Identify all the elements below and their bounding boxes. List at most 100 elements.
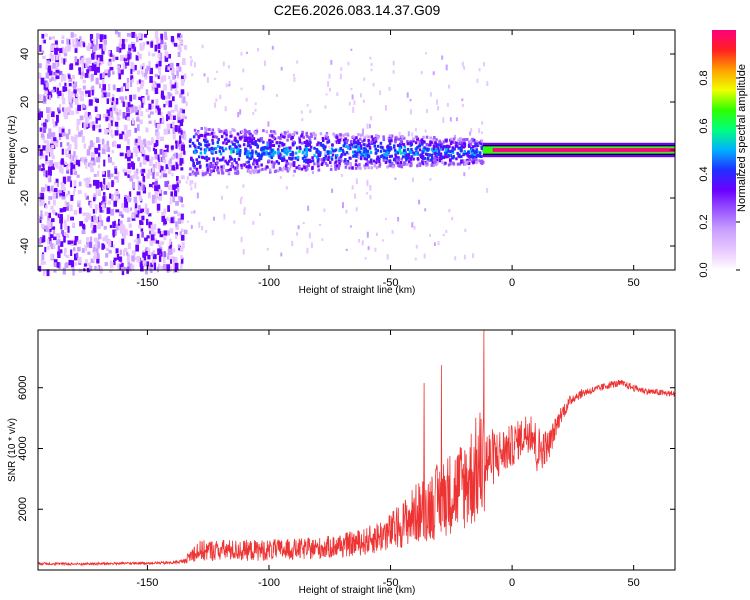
spectrogram-cell: [76, 93, 79, 97]
spectrogram-cell: [54, 47, 58, 55]
spectrogram-cell: [70, 32, 74, 38]
spectrogram-cell: [144, 237, 148, 242]
spectrogram-cell: [152, 254, 157, 260]
spectrogram-cell: [246, 51, 248, 54]
spectrogram-cell: [160, 265, 164, 270]
spectrogram-cell: [107, 71, 110, 78]
spectrogram-cell: [436, 146, 440, 150]
spectrogram-cell: [210, 170, 213, 174]
spectrogram-cell: [94, 125, 99, 129]
spectrogram-cell: [180, 247, 184, 252]
spectrogram-cell: [341, 148, 344, 152]
spectrogram-cell: [51, 154, 55, 160]
spectrogram-cell: [371, 138, 374, 142]
spectrogram-cell: [283, 131, 287, 135]
spectrogram-cell: [73, 247, 76, 252]
spectrogram-cell: [59, 104, 62, 110]
spectrogram-cell: [42, 225, 46, 230]
spectrogram-cell: [445, 139, 448, 143]
spectrogram-cell: [339, 155, 343, 159]
spectrogram-y-tick-label: 0: [19, 147, 31, 153]
spectrogram-cell: [449, 158, 452, 162]
spectrogram-cell: [188, 172, 192, 176]
spectrogram-cell: [61, 167, 64, 174]
spectrogram-cell: [115, 108, 119, 115]
spectrogram-cell: [79, 88, 82, 95]
spectrogram-cell: [139, 64, 142, 70]
spectrogram-cell: [262, 85, 265, 91]
spectrogram-cell: [106, 140, 110, 147]
spectrogram-cell: [95, 189, 98, 196]
spectrogram-cell: [42, 145, 46, 151]
spectrogram-cell: [390, 136, 393, 140]
spectrogram-cell: [159, 72, 162, 76]
spectrogram-cell: [174, 90, 179, 95]
spectrogram-cell: [86, 69, 89, 74]
spectrogram-cell: [473, 153, 476, 156]
spectrogram-cell: [308, 232, 311, 239]
spectrogram-cell: [228, 84, 231, 87]
spectrogram-cell: [443, 145, 447, 149]
spectrogram-cell: [379, 141, 383, 145]
spectrogram-cell: [156, 83, 161, 88]
spectrogram-cell: [85, 57, 90, 64]
spectrogram-cell: [398, 131, 401, 138]
spectrogram-cell: [234, 166, 238, 170]
spectrogram-cell: [288, 149, 292, 153]
spectrogram-cell: [50, 149, 54, 157]
spectrogram-cell: [429, 153, 432, 157]
spectrogram-cell: [415, 244, 418, 249]
spectrogram-cell: [370, 135, 374, 139]
spectrogram-cell: [389, 164, 393, 168]
spectrogram-cell: [114, 130, 119, 136]
spectrogram-cell: [170, 191, 173, 197]
spectrogram-cell: [184, 116, 187, 120]
spectrogram-cell: [127, 53, 131, 60]
spectrogram-cell: [461, 61, 464, 67]
spectrogram-cell: [68, 88, 71, 96]
spectrogram-cell: [127, 102, 131, 108]
spectrogram-cell: [47, 245, 50, 250]
spectrogram-cell: [296, 232, 299, 236]
spectrogram-cell: [392, 60, 395, 66]
spectrogram-cell: [404, 150, 407, 154]
spectrogram-cell: [441, 142, 444, 146]
spectrogram-cell: [293, 169, 296, 173]
spectrogram-x-axis-label: Height of straight line (km): [299, 285, 416, 296]
spectrogram-cell: [238, 153, 242, 157]
spectrogram-cell: [106, 247, 110, 251]
spectrogram-cell: [409, 157, 412, 161]
spectrogram-cell: [93, 173, 97, 177]
spectrogram-cell: [319, 223, 322, 226]
spectrogram-cell: [163, 251, 166, 258]
spectrogram-cell: [155, 37, 160, 44]
spectrogram-cell: [43, 82, 46, 86]
spectrogram-cell: [175, 141, 178, 149]
spectrogram-cell: [50, 111, 55, 118]
spectrogram-cell: [116, 117, 121, 121]
spectrogram-cell: [119, 96, 123, 100]
spectrogram-cell: [134, 203, 138, 209]
spectrogram-cell: [381, 145, 384, 149]
spectrogram-cell: [479, 161, 483, 165]
spectrogram-cell: [137, 205, 141, 211]
spectrogram-cell: [176, 82, 179, 89]
spectrogram-cell: [451, 140, 454, 144]
spectrogram-cell: [177, 119, 182, 123]
spectrogram-cell: [127, 242, 132, 250]
spectrogram-cell: [251, 149, 254, 153]
spectrogram-cell: [230, 150, 233, 154]
spectrogram-cell: [70, 180, 73, 188]
spectrogram-cell: [430, 163, 434, 167]
spectrogram-cell: [194, 132, 198, 136]
spectrogram-cell: [129, 94, 133, 102]
spectrogram-cell: [105, 116, 109, 122]
spectrogram-cell: [146, 218, 149, 226]
spectrogram-cell: [136, 36, 139, 43]
spectrogram-cell: [191, 59, 193, 63]
spectrogram-cell: [124, 201, 129, 208]
spectrogram-cell: [89, 140, 94, 148]
spectrogram-cell: [418, 148, 422, 152]
spectrogram-cell: [158, 49, 161, 54]
